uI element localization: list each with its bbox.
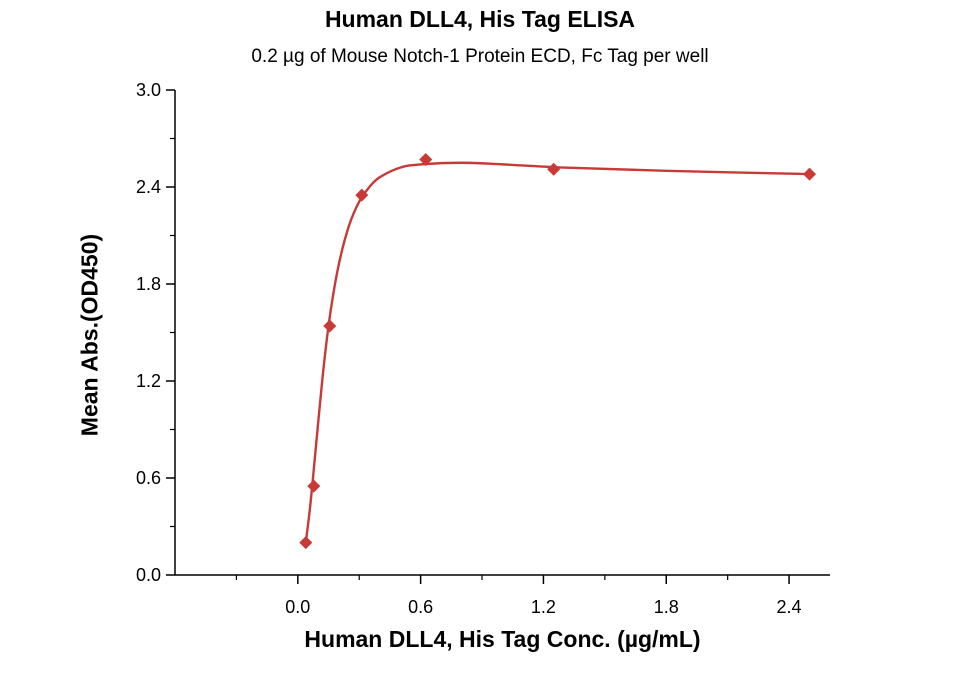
data-point-diamond: [323, 319, 337, 333]
data-point-diamond: [307, 479, 321, 493]
y-tick-label: 0.6: [136, 468, 161, 488]
data-point-diamond: [355, 188, 369, 202]
fit-curve: [304, 161, 810, 543]
x-tick-label: 1.8: [654, 597, 679, 617]
x-tick-label: 2.4: [777, 597, 802, 617]
x-tick-label: 1.2: [531, 597, 556, 617]
data-points-group: [299, 153, 817, 550]
y-tick-label: 0.0: [136, 565, 161, 585]
data-point-diamond: [547, 162, 561, 176]
x-tick-label: 0.0: [285, 597, 310, 617]
data-point-diamond: [299, 536, 313, 550]
chart-title: Human DLL4, His Tag ELISA: [324, 6, 636, 32]
chart-subtitle: 0.2 µg of Mouse Notch-1 Protein ECD, Fc …: [251, 46, 709, 67]
x-axis-label: Human DLL4, His Tag Conc. (µg/mL): [304, 626, 701, 652]
y-axis-label: Mean Abs.(OD450): [76, 233, 103, 437]
y-tick-label: 1.2: [136, 371, 161, 391]
y-tick-label: 1.8: [136, 274, 161, 294]
axes: 0.0 0.6 1.2 1.8 2.4 3.0 0.0 0.6 1.2 1.8 2.4: [136, 80, 830, 617]
y-tick-label: 3.0: [136, 80, 161, 100]
fit-curve-group: [304, 161, 810, 543]
y-tick-label: 2.4: [136, 177, 161, 197]
data-point-diamond: [419, 153, 433, 167]
x-tick-label: 0.6: [408, 597, 433, 617]
data-point-diamond: [803, 167, 817, 181]
